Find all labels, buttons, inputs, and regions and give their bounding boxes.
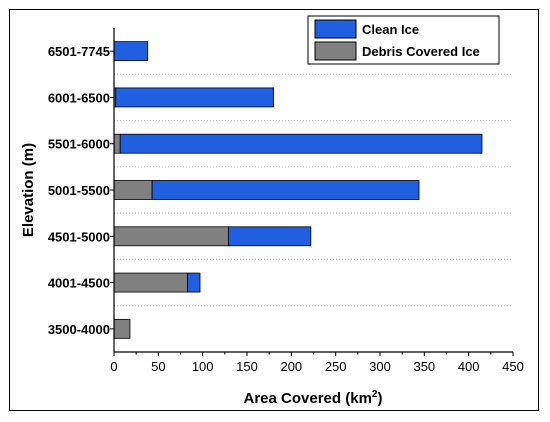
bar-debris-covered-ice-5501-6000: [113, 133, 121, 154]
bar-clean-ice-5501-6000: [119, 133, 483, 154]
y-tick-label: 6501-7745: [48, 44, 110, 59]
y-axis-title: Elevation (m): [20, 143, 37, 237]
x-tick-label: 300: [369, 359, 391, 374]
legend-label-clean-ice: Clean Ice: [362, 22, 419, 37]
y-tick-label: 6001-6500: [48, 90, 110, 105]
bars: [113, 41, 483, 339]
bar-clean-ice-6501-7745: [113, 41, 149, 62]
x-tick-label: 0: [110, 359, 117, 374]
x-axis-title: Area Covered (km2): [244, 389, 383, 407]
bar-clean-ice-6001-6500: [115, 87, 274, 108]
legend-swatch-debris-covered-ice: [314, 41, 357, 61]
x-tick-label: 450: [502, 359, 524, 374]
y-tick-label: 5501-6000: [48, 137, 110, 152]
x-ticks: 0 50 100 150 200 250 300 350 400 450: [110, 352, 524, 374]
y-tick-label: 4001-4500: [48, 276, 110, 291]
x-tick-label: 400: [458, 359, 480, 374]
bar-clean-ice-4501-5000: [227, 226, 312, 247]
y-tick-label: 4501-5000: [48, 229, 110, 244]
x-tick-label: 200: [280, 359, 302, 374]
y-tick-label: 3500-4000: [48, 322, 110, 337]
bar-debris-covered-ice-3500-4000: [113, 318, 131, 339]
bar-clean-ice-4001-4500: [187, 272, 201, 293]
legend-label-debris-covered-ice: Debris Covered Ice: [362, 44, 480, 59]
x-tick-label: 350: [413, 359, 435, 374]
x-tick-label: 150: [236, 359, 258, 374]
chart-frame: [9, 9, 539, 411]
x-tick-label: 50: [151, 359, 165, 374]
y-ticks: 3500-4000 4001-4500 4501-5000 5001-5500 5501…: [48, 44, 114, 337]
legend: Clean Ice Debris Covered Ice: [307, 15, 500, 65]
bar-debris-covered-ice-5001-5500: [113, 180, 153, 200]
x-tick-label: 250: [325, 359, 347, 374]
y-tick-label: 5001-5500: [48, 183, 110, 198]
grid-lines: [114, 73, 513, 307]
bar-debris-covered-ice-4001-4500: [113, 272, 188, 293]
bar-debris-covered-ice-4501-5000: [113, 226, 229, 247]
bar-clean-ice-5001-5500: [151, 180, 420, 200]
legend-swatch-clean-ice: [314, 19, 357, 39]
x-tick-label: 100: [192, 359, 214, 374]
